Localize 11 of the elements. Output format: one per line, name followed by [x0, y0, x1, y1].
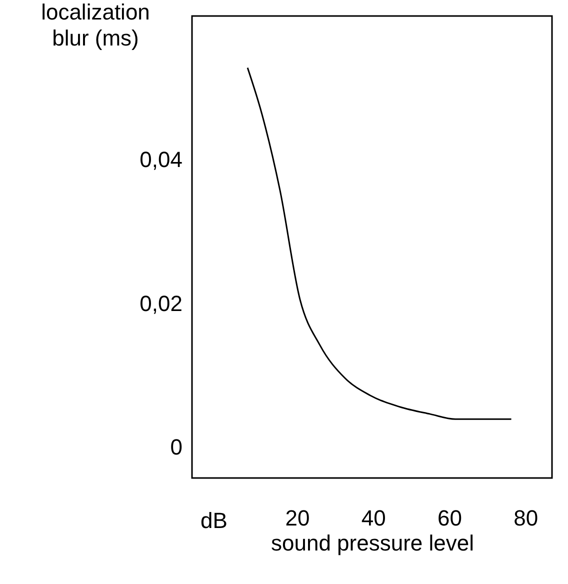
x-axis-title: sound pressure level [270, 530, 474, 556]
y-tick-label: 0,02 [140, 290, 182, 316]
x-tick-label: 20 [285, 506, 310, 530]
text: dB [200, 508, 228, 533]
y-axis-title: localization blur (ms) [41, 0, 150, 50]
x-tick-label: 80 [514, 506, 538, 530]
x-tick-label: 40 [361, 506, 386, 530]
y-tick-label: 0 [170, 434, 182, 460]
x-tick-label: 60 [438, 506, 462, 530]
line-series [246, 66, 512, 420]
y-tick-label: 0,04 [140, 147, 182, 172]
